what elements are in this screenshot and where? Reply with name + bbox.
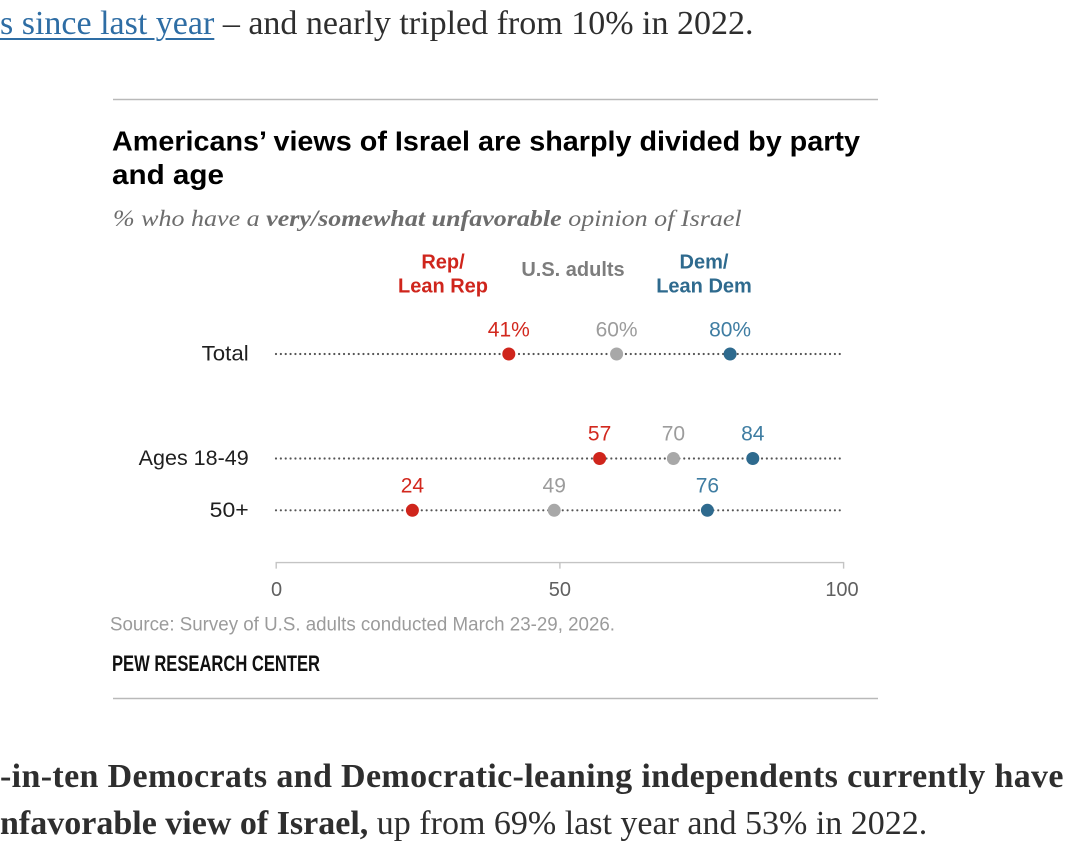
svg-text:Total: Total — [202, 342, 249, 365]
svg-text:0: 0 — [271, 579, 282, 601]
svg-text:Dem/: Dem/ — [680, 251, 729, 273]
svg-text:and age: and age — [112, 159, 224, 190]
svg-text:100: 100 — [825, 579, 858, 601]
svg-text:57: 57 — [588, 423, 611, 446]
svg-text:PEW RESEARCH CENTER: PEW RESEARCH CENTER — [112, 651, 320, 676]
svg-text:24: 24 — [401, 475, 425, 498]
svg-text:Source: Survey of U.S. adults: Source: Survey of U.S. adults conducted … — [110, 615, 615, 636]
svg-text:50: 50 — [549, 579, 571, 601]
svg-text:Rep/: Rep/ — [421, 251, 465, 273]
svg-text:Americans’ views of Israel are: Americans’ views of Israel are sharply d… — [112, 126, 860, 157]
svg-text:60%: 60% — [596, 318, 638, 341]
svg-text:50+: 50+ — [210, 499, 249, 522]
svg-text:Lean Rep: Lean Rep — [398, 275, 488, 297]
svg-text:80%: 80% — [709, 318, 751, 341]
svg-text:76: 76 — [696, 475, 719, 498]
svg-text:Lean Dem: Lean Dem — [656, 275, 752, 297]
svg-text:49: 49 — [543, 475, 566, 498]
svg-text:84: 84 — [741, 423, 765, 446]
svg-text:Ages 18-49: Ages 18-49 — [139, 447, 249, 470]
svg-text:41%: 41% — [488, 318, 530, 341]
svg-text:U.S. adults: U.S. adults — [521, 259, 624, 281]
svg-text:70: 70 — [662, 423, 685, 446]
